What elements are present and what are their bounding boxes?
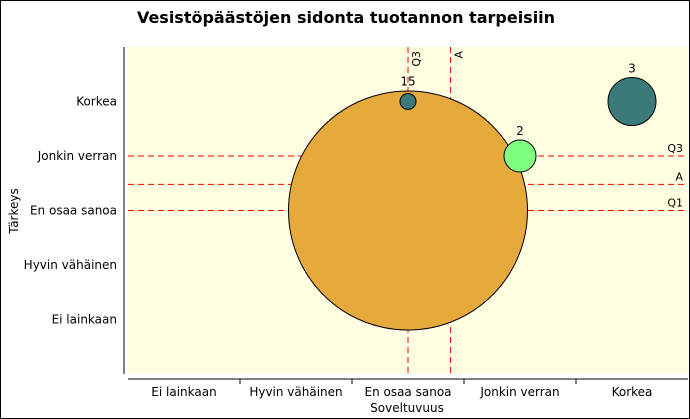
y-axis-label: Tärkeys [7, 188, 21, 234]
bubble [399, 93, 417, 110]
horizontal-reference-label: A [675, 170, 683, 183]
x-tick-label: Hyvin vähäinen [249, 385, 342, 399]
y-tick-label: Jonkin verran [37, 149, 117, 163]
chart-title: Vesistöpäästöjen sidonta tuotannon tarpe… [137, 8, 555, 27]
vertical-reference-label: A [453, 51, 466, 59]
bubble-label: 2 [516, 124, 524, 138]
x-axis-label: Soveltuvuus [370, 401, 444, 415]
x-tick-label: Ei lainkaan [151, 385, 216, 399]
y-tick-label: En osaa sanoa [30, 204, 117, 218]
bubble-label: 3 [628, 62, 636, 76]
horizontal-reference-label: Q1 [667, 197, 683, 210]
x-tick-label: Jonkin verran [479, 385, 559, 399]
bubble [288, 90, 528, 331]
bubble [607, 77, 657, 126]
vertical-reference-label: Q3 [410, 51, 423, 67]
horizontal-reference-label: Q3 [667, 142, 683, 155]
y-tick-label: Korkea [76, 95, 117, 109]
y-tick-label: Hyvin vähäinen [24, 258, 117, 272]
bubble-label: 15 [400, 75, 415, 89]
axes [123, 47, 688, 380]
bubble [503, 139, 537, 173]
y-tick-label: Ei lainkaan [52, 313, 117, 327]
x-tick-labels: Ei lainkaan Hyvin vähäinen En osaa sanoa Jo… [151, 379, 652, 399]
x-tick-label: Korkea [612, 385, 653, 399]
x-tick-label: En osaa sanoa [364, 385, 451, 399]
y-tick-labels: Ei lainkaan Hyvin vähäinen En osaa sanoa Jo… [24, 95, 117, 327]
